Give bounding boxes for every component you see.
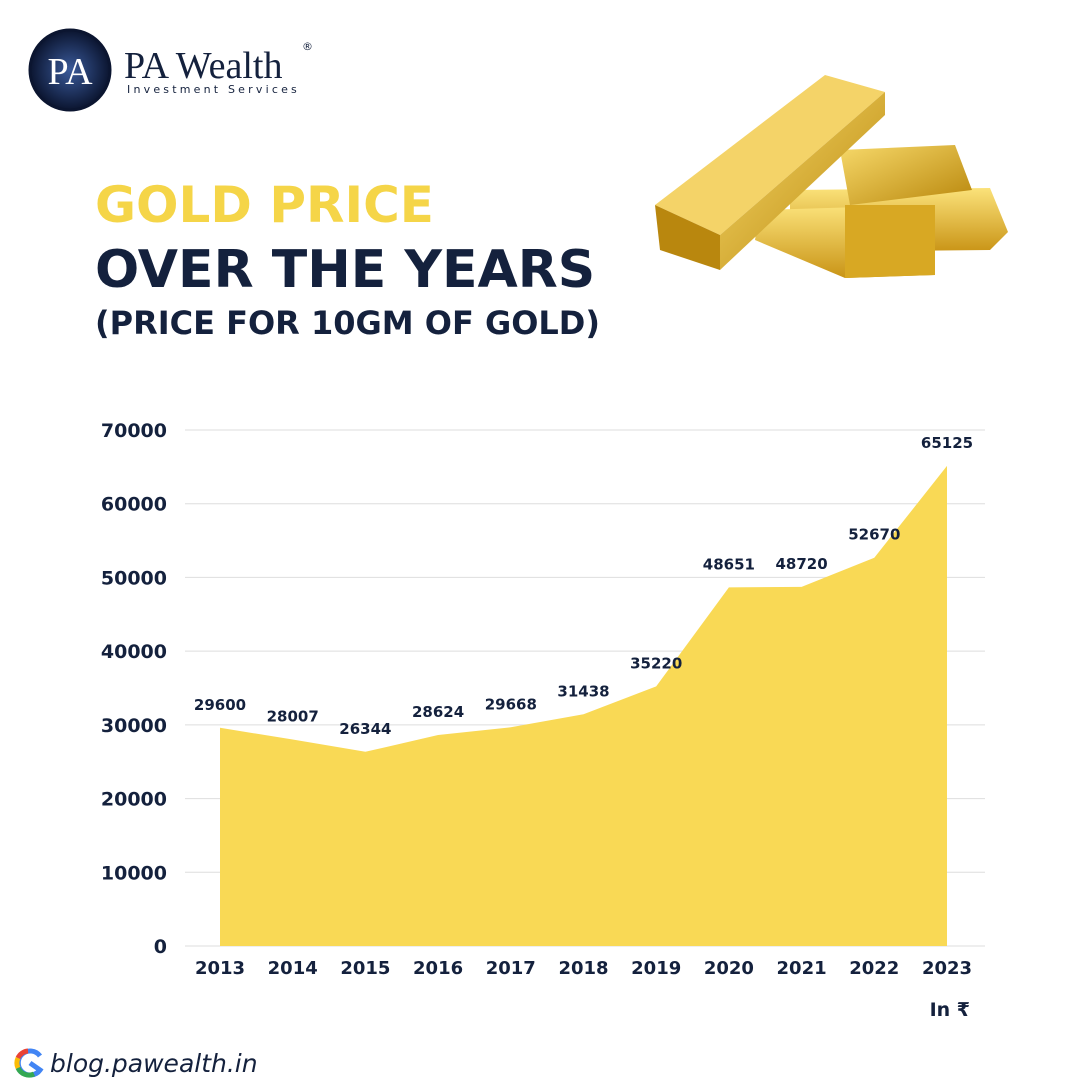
note: (PRICE FOR 10GM OF GOLD) bbox=[95, 304, 600, 342]
footer-url: blog.pawealth.in bbox=[50, 1049, 258, 1078]
x-tick-label: 2018 bbox=[558, 958, 608, 979]
x-tick-label: 2020 bbox=[704, 958, 754, 979]
value-label: 29600 bbox=[194, 696, 246, 714]
value-label: 48651 bbox=[703, 555, 755, 573]
value-label: 29668 bbox=[485, 695, 537, 713]
x-tick-label: 2014 bbox=[268, 958, 318, 979]
value-label: 35220 bbox=[630, 654, 682, 672]
y-tick-label: 30000 bbox=[101, 715, 167, 737]
brand-name: PA Wealth bbox=[124, 45, 282, 87]
y-tick-label: 40000 bbox=[101, 641, 167, 663]
value-label: 28624 bbox=[412, 703, 464, 721]
x-tick-label: 2013 bbox=[195, 958, 245, 979]
x-tick-label: 2019 bbox=[631, 958, 681, 979]
value-label: 52670 bbox=[848, 526, 900, 544]
plot: 0 10000 20000 30000 40000 50000 60000 70000 2013… bbox=[101, 420, 985, 979]
subtitle: OVER THE YEARS bbox=[95, 240, 595, 300]
x-tick-label: 2021 bbox=[777, 958, 827, 979]
gold-bars-illustration bbox=[655, 75, 1008, 278]
value-label: 26344 bbox=[339, 720, 391, 738]
x-tick-label: 2017 bbox=[486, 958, 536, 979]
area bbox=[220, 465, 947, 946]
title: GOLD PRICE bbox=[95, 176, 434, 234]
brand-tagline: Investment Services bbox=[127, 83, 300, 96]
y-tick-label: 10000 bbox=[101, 862, 167, 884]
x-tick-label: 2016 bbox=[413, 958, 463, 979]
logo: PA PA Wealth ® Investment Services bbox=[28, 28, 313, 112]
y-tick-label: 70000 bbox=[101, 420, 167, 442]
google-icon bbox=[14, 1048, 44, 1078]
brand-mark: ® bbox=[302, 40, 313, 53]
x-tick-label: 2022 bbox=[849, 958, 899, 979]
logo-badge bbox=[28, 28, 112, 112]
x-tick-label: 2015 bbox=[340, 958, 390, 979]
y-tick-label: 0 bbox=[154, 936, 167, 958]
unit-label: In ₹ bbox=[930, 999, 970, 1021]
value-label: 65125 bbox=[921, 434, 973, 452]
value-label: 28007 bbox=[267, 708, 319, 726]
value-label: 31438 bbox=[557, 682, 609, 700]
logo-text: PA bbox=[47, 51, 93, 93]
y-tick-label: 50000 bbox=[101, 567, 167, 589]
y-tick-label: 60000 bbox=[101, 494, 167, 516]
x-tick-label: 2023 bbox=[922, 958, 972, 979]
value-label: 48720 bbox=[776, 555, 828, 573]
y-tick-label: 20000 bbox=[101, 789, 167, 811]
